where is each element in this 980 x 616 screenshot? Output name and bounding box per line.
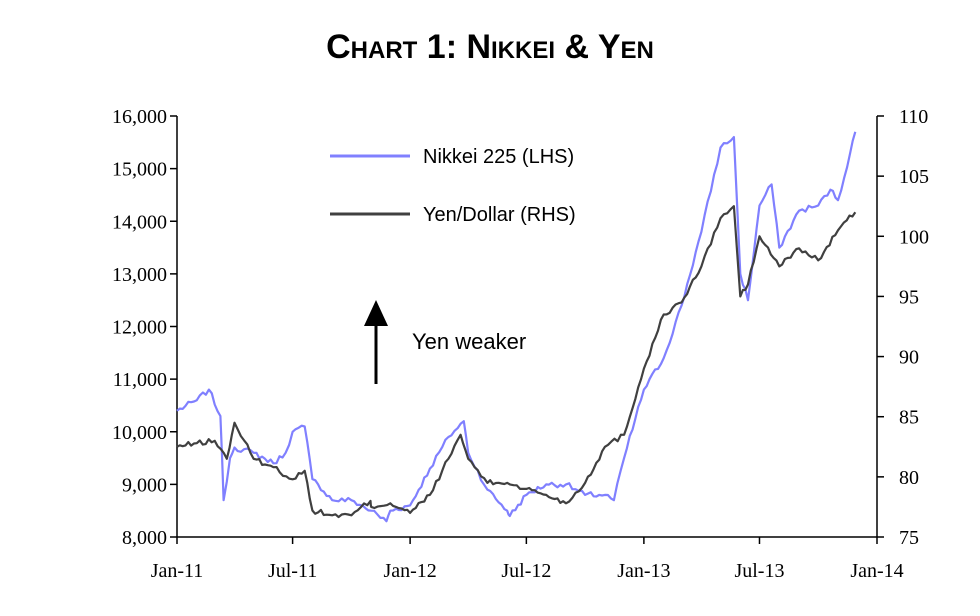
y-right-tick-label: 85	[899, 407, 919, 429]
annotation-label: Yen weaker	[412, 329, 526, 354]
x-tick-label: Jan-13	[617, 560, 670, 582]
chart-title: Chart 1: Nikkei & Yen	[326, 28, 654, 66]
x-tick-label: Jul-13	[734, 560, 784, 582]
annotation: Yen weaker	[364, 300, 526, 384]
x-tick-label: Jul-12	[501, 560, 551, 582]
y-right-tick-label: 90	[899, 347, 919, 369]
y-left-tick-label: 14,000	[112, 211, 167, 233]
x-tick-label: Jan-12	[383, 560, 436, 582]
y-right-tick-label: 110	[899, 106, 928, 128]
y-left-tick-label: 9,000	[122, 474, 167, 496]
x-tick-label: Jul-11	[268, 560, 317, 582]
x-tick-label: Jan-14	[850, 560, 903, 582]
y-left-tick-label: 12,000	[112, 317, 167, 339]
legend-label-yen: Yen/Dollar (RHS)	[423, 204, 576, 226]
y-right-tick-label: 95	[899, 286, 919, 308]
series-line-yen	[176, 205, 857, 519]
y-right-tick-label: 75	[899, 527, 919, 549]
y-left-tick-label: 16,000	[112, 106, 167, 128]
y-left-tick-label: 8,000	[122, 527, 167, 549]
legend: Nikkei 225 (LHS) Yen/Dollar (RHS)	[330, 146, 576, 226]
y-left-tick-label: 10,000	[112, 422, 167, 444]
y-right-tick-label: 80	[899, 467, 919, 489]
x-tick-label: Jan-11	[151, 560, 204, 582]
y-right-tick-label: 100	[899, 226, 929, 248]
y-left-tick-label: 15,000	[112, 159, 167, 181]
y-right-tick-label: 105	[899, 166, 929, 188]
axes: 8,000 9,000 10,000 11,000 12,000 13,000 14,000…	[112, 106, 929, 582]
y-left-tick-label: 11,000	[113, 369, 167, 391]
annotation-arrow-head	[364, 300, 388, 326]
series-layer	[176, 131, 857, 523]
series-line-nikkei	[176, 131, 857, 523]
y-left-tick-label: 13,000	[112, 264, 167, 286]
legend-label-nikkei: Nikkei 225 (LHS)	[423, 146, 574, 168]
